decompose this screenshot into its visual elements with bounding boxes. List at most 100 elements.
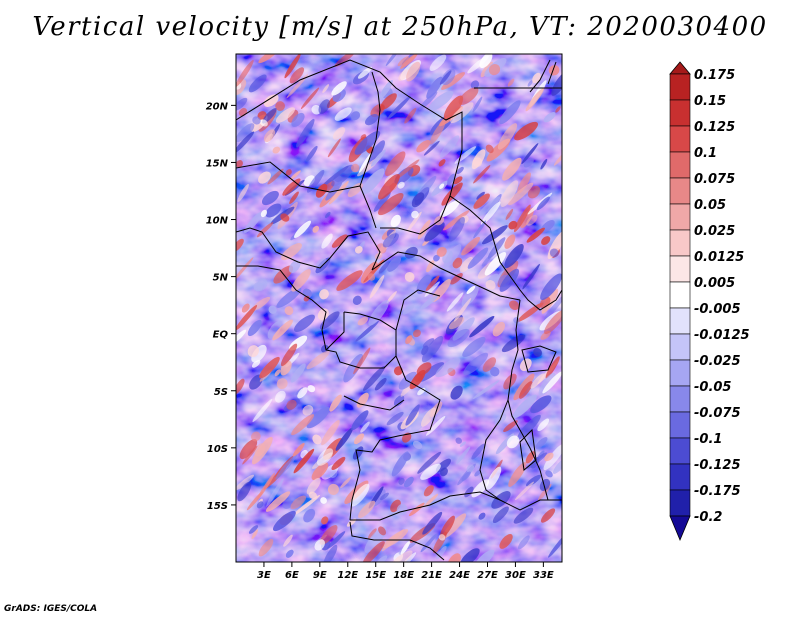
- field-streak: [251, 529, 259, 540]
- field-streak: [521, 143, 539, 165]
- field-streak: [393, 395, 405, 407]
- field-streak: [276, 378, 288, 390]
- field-streak: [307, 385, 316, 393]
- field-streak: [327, 531, 346, 549]
- field-streak: [284, 306, 294, 316]
- field-streak: [276, 287, 302, 308]
- field-streak: [472, 157, 483, 168]
- field-streak: [236, 123, 255, 143]
- field-streak: [385, 54, 403, 66]
- field-streak: [336, 270, 363, 291]
- field-streak: [526, 227, 545, 243]
- field-streak: [323, 544, 338, 562]
- field-streak: [446, 292, 464, 312]
- field-streak: [523, 158, 534, 168]
- field-streak: [239, 439, 258, 460]
- field-streak: [378, 174, 400, 200]
- grads-credit: GrADS: IGES/COLA: [4, 604, 98, 614]
- field-streak: [473, 164, 491, 184]
- colorbar-segment: [669, 281, 691, 309]
- colorbar-segment: [669, 411, 691, 439]
- field-streak: [397, 181, 405, 189]
- colorbar-segment: [669, 359, 691, 387]
- field-streak: [243, 211, 263, 233]
- colorbar-label: 0.025: [694, 224, 735, 239]
- field-streak: [509, 300, 520, 311]
- field-streak: [507, 78, 515, 87]
- field-streak: [306, 350, 330, 370]
- field-streak: [484, 251, 507, 276]
- colorbar-segment: [669, 333, 691, 361]
- field-streak: [405, 335, 413, 344]
- field-streak: [387, 95, 411, 120]
- field-streak: [474, 549, 495, 562]
- field-streak: [453, 298, 472, 322]
- field-streak: [525, 88, 544, 112]
- chart-title: Vertical velocity [m/s] at 250hPa, VT: 2…: [32, 12, 768, 42]
- field-streak: [272, 319, 293, 341]
- field-streak: [236, 257, 254, 283]
- field-streak: [494, 270, 505, 282]
- field-streak: [424, 222, 445, 242]
- field-streak: [398, 477, 405, 485]
- field-streak: [447, 328, 470, 348]
- field-streak: [312, 225, 320, 233]
- field-streak: [548, 65, 560, 76]
- field-streak: [357, 66, 373, 79]
- field-streak: [424, 493, 439, 508]
- field-streak: [499, 100, 521, 125]
- field-streak: [367, 140, 386, 165]
- lon-tick-label: 24E: [449, 570, 470, 581]
- field-streak: [393, 366, 403, 376]
- field-streak: [404, 272, 415, 282]
- field-streak: [399, 552, 417, 562]
- field-streak: [553, 457, 562, 474]
- field-streak: [549, 248, 559, 258]
- field-streak: [322, 84, 330, 94]
- field-streak: [446, 173, 456, 185]
- field-streak: [373, 192, 391, 212]
- field-streak: [262, 107, 277, 124]
- field-streak: [537, 418, 550, 432]
- field-streak: [505, 208, 514, 220]
- field-streak: [256, 501, 264, 509]
- field-streak: [513, 317, 520, 324]
- field-streak: [503, 420, 518, 432]
- field-streak: [442, 513, 467, 539]
- colorbar-label: -0.075: [694, 406, 741, 421]
- field-streak: [237, 183, 249, 203]
- field-streak: [340, 477, 352, 489]
- colorbar-segment: [669, 203, 691, 231]
- field-streak: [354, 130, 381, 155]
- field-streak: [540, 273, 562, 301]
- field-streak: [312, 434, 322, 445]
- lon-tick-label: 15E: [365, 570, 386, 581]
- field-streak: [499, 268, 520, 292]
- field-streak: [490, 366, 500, 377]
- field-streak: [458, 87, 479, 105]
- field-streak: [306, 477, 321, 495]
- field-streak: [398, 69, 410, 81]
- field-streak: [236, 474, 255, 491]
- field-streak: [236, 378, 245, 394]
- field-streak: [517, 535, 530, 550]
- field-streak: [450, 273, 463, 285]
- field-streak: [329, 394, 342, 412]
- lat-tick-label: 5N: [213, 273, 229, 284]
- field-streak: [289, 191, 299, 204]
- field-streak: [354, 245, 363, 254]
- field-streak: [443, 95, 464, 120]
- field-streak: [422, 338, 435, 348]
- colorbar-label: 0.1: [694, 146, 717, 161]
- field-streak: [406, 61, 421, 82]
- colorbar-label: 0.15: [694, 94, 726, 109]
- field-streak: [291, 269, 311, 292]
- field-streak: [367, 273, 376, 281]
- field-streak: [291, 414, 315, 436]
- field-streak: [439, 515, 455, 539]
- field-streak: [293, 494, 321, 516]
- colorbar-segment: [669, 177, 691, 205]
- field-streak: [324, 211, 331, 219]
- lat-tick-label: EQ: [213, 330, 229, 341]
- field-streak: [402, 305, 415, 315]
